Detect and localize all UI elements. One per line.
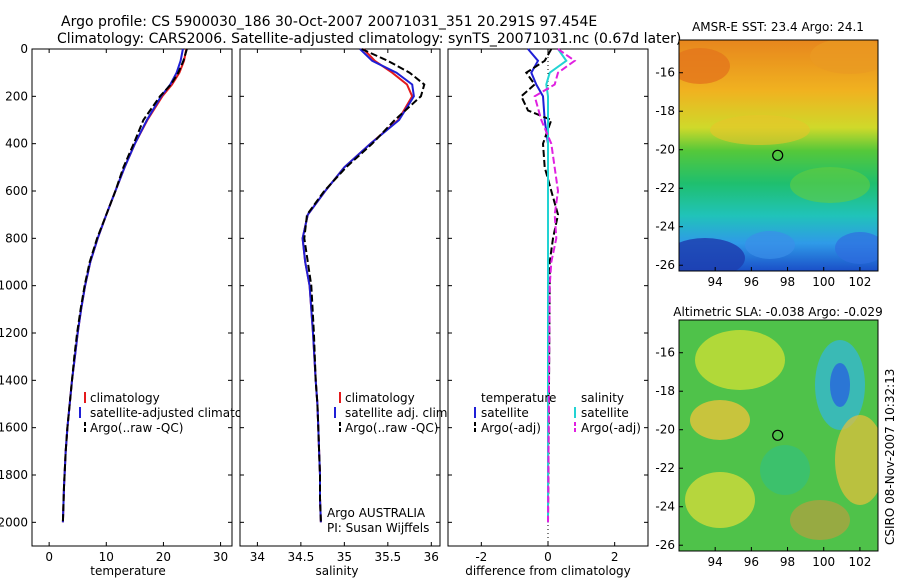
map-y-tick-label: -26: [655, 538, 675, 552]
sst-green-patch: [790, 167, 870, 203]
y-tick-label: 1600: [0, 421, 28, 435]
side-timestamp: CSIRO 08-Nov-2007 10:32:13: [883, 369, 897, 545]
argo-location-marker: [772, 429, 784, 441]
x-tick-label: 2: [611, 550, 619, 564]
sla-neutral-patch: [760, 445, 810, 495]
sal-legend-label-satellite: satellite adj. clim.: [345, 406, 451, 420]
x-tick-label: 0: [544, 550, 552, 564]
map-y-tick-label: -26: [655, 258, 675, 272]
map-x-tick-label: 96: [744, 555, 759, 569]
sst-cool-patch: [745, 231, 795, 259]
map-x-tick-label: 102: [848, 275, 871, 289]
series-line-salinity-satellite: [545, 48, 568, 523]
map-x-tick-label: 100: [812, 555, 835, 569]
sla-high-patch: [790, 500, 850, 540]
x-tick-label: 35: [337, 550, 352, 564]
x-tick-label: -2: [475, 550, 487, 564]
sla-low-core: [830, 363, 850, 407]
series-line-argo-raw-qc: [61, 48, 188, 523]
diff-legend-sal-header: salinity: [581, 391, 624, 405]
y-tick-label: 800: [5, 231, 28, 245]
difference-legend: temperature satellite Argo(-adj) salinit…: [474, 391, 641, 435]
difference-panel: -2 0 2 difference from climatology tempera…: [447, 48, 649, 578]
salinity-legend: climatology satellite adj. clim. Argo(..…: [334, 391, 451, 435]
sla-high-patch: [685, 472, 755, 528]
sla-high-patch: [835, 415, 878, 505]
legend-label-satellite: satellite-adjusted climatology: [90, 406, 268, 420]
y-tick-label: 400: [5, 137, 28, 151]
map-x-tick-label: 96: [744, 275, 759, 289]
y-tick-label: 1000: [0, 279, 28, 293]
series-line-temperature-argo-adj: [520, 48, 560, 523]
x-tick-label: 34: [250, 550, 265, 564]
salinity-annotation-pi: PI: Susan Wijffels: [327, 521, 429, 535]
map-y-tick-label: -24: [655, 500, 675, 514]
temperature-xlabel: temperature: [90, 564, 165, 578]
diff-legend-temp-header: temperature: [481, 391, 556, 405]
sst-map-panel: AMSR-E SST: 23.4 Argo: 24.1 94 96 98 100 102…: [655, 20, 879, 289]
map-y-tick-label: -16: [655, 346, 675, 360]
x-tick-label: 30: [213, 550, 228, 564]
map-x-tick-label: 98: [780, 555, 795, 569]
sst-cool-patch: [835, 232, 878, 264]
map-y-tick-label: -18: [655, 384, 675, 398]
diff-legend-temp-argo: Argo(-adj): [481, 421, 541, 435]
x-tick-label: 0: [45, 550, 53, 564]
sla-map-title: Altimetric SLA: -0.038 Argo: -0.029: [673, 305, 882, 319]
temperature-panel: 0 10 20 30 0 200 400 600 800 1000 1200 1400 1600 1800…: [0, 42, 268, 578]
temperature-legend: climatology satellite-adjusted climatolo…: [79, 391, 268, 435]
sal-legend-label-climatology: climatology: [345, 391, 415, 405]
argo-location-marker: [772, 149, 784, 161]
difference-xlabel: difference from climatology: [465, 564, 631, 578]
sst-map-title: AMSR-E SST: 23.4 Argo: 24.1: [692, 20, 864, 34]
y-tick-label: 1800: [0, 468, 28, 482]
map-y-tick-label: -20: [655, 143, 675, 157]
series-line-salinity-argo-adj: [533, 48, 577, 523]
map-y-tick-label: -16: [655, 66, 675, 80]
figure-title-line2: Climatology: CARS2006. Satellite-adjuste…: [57, 31, 681, 47]
series-line-satellite-adj-clim: [301, 48, 415, 523]
map-x-tick-label: 98: [780, 275, 795, 289]
sst-warm-patch: [679, 48, 730, 84]
x-tick-label: 20: [156, 550, 171, 564]
map-x-tick-label: 100: [812, 275, 835, 289]
diff-legend-sal-satellite: satellite: [581, 406, 629, 420]
sst-warm-patch: [810, 40, 878, 74]
x-tick-label: 35.5: [374, 550, 401, 564]
map-y-tick-label: -22: [655, 461, 675, 475]
map-x-tick-label: 94: [708, 555, 723, 569]
salinity-annotation-owner: Argo AUSTRALIA: [327, 506, 426, 520]
sst-cool-patch: [679, 238, 745, 271]
diff-legend-temp-satellite: satellite: [481, 406, 529, 420]
legend-label-climatology: climatology: [90, 391, 160, 405]
map-y-tick-label: -20: [655, 423, 675, 437]
map-y-tick-label: -22: [655, 181, 675, 195]
salinity-xlabel: salinity: [315, 564, 358, 578]
y-tick-label: 0: [20, 42, 28, 56]
x-tick-label: 36: [424, 550, 439, 564]
y-tick-label: 200: [5, 89, 28, 103]
sla-high-patch: [695, 330, 785, 390]
y-tick-label: 1200: [0, 326, 28, 340]
figure-title-line1: Argo profile: CS 5900030_186 30-Oct-2007…: [61, 14, 597, 30]
map-x-tick-label: 94: [708, 275, 723, 289]
sla-high-patch: [690, 400, 750, 440]
map-y-tick-label: -18: [655, 104, 675, 118]
x-tick-label: 10: [99, 550, 114, 564]
sla-map-panel: Altimetric SLA: -0.038 Argo: -0.029 94 96…: [655, 305, 882, 569]
salinity-panel: 34 34.5 35 35.5 36 salinity climatology sate…: [239, 48, 451, 578]
x-tick-label: 34.5: [288, 550, 315, 564]
legend-label-argo: Argo(..raw -QC): [90, 421, 183, 435]
sst-transition-patch: [710, 115, 810, 145]
y-tick-label: 1400: [0, 373, 28, 387]
map-y-tick-label: -24: [655, 220, 675, 234]
series-line-argo-raw-qc: [303, 48, 426, 523]
diff-legend-sal-argo: Argo(-adj): [581, 421, 641, 435]
sal-legend-label-argo: Argo(..raw -QC): [345, 421, 438, 435]
y-tick-label: 600: [5, 184, 28, 198]
map-x-tick-label: 102: [848, 555, 871, 569]
y-tick-label: 2000: [0, 515, 28, 529]
